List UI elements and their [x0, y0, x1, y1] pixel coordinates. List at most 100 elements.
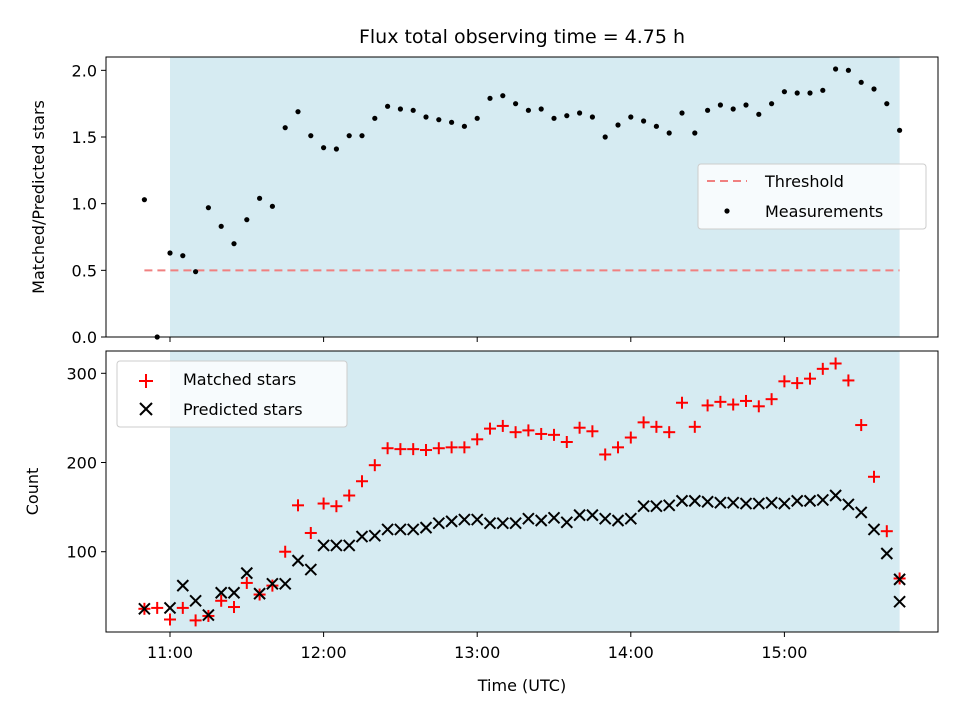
- measurement-point: [897, 127, 903, 133]
- matched-star-point: [266, 579, 279, 592]
- matched-star-point: [496, 419, 509, 432]
- matched-star-point: [560, 435, 573, 448]
- top-legend: Threshold Measurements: [697, 163, 927, 230]
- legend-threshold-label: Threshold: [764, 172, 844, 191]
- matched-star-point: [343, 489, 356, 502]
- bottom-y-tick-label: 100: [66, 543, 97, 562]
- measurement-point: [858, 79, 864, 85]
- predicted-star-point: [355, 530, 369, 543]
- predicted-star-point: [867, 523, 881, 536]
- predicted-star-point: [483, 516, 497, 530]
- predicted-star-point: [650, 500, 663, 513]
- predicted-star-point: [163, 601, 177, 615]
- top-y-tick-label: 1.5: [72, 128, 97, 147]
- measurement-point: [257, 195, 263, 201]
- predicted-star-point: [534, 514, 548, 527]
- matched-star-point: [407, 443, 420, 456]
- predicted-star-point: [509, 516, 522, 530]
- measurement-point: [641, 118, 647, 124]
- predicted-star-point: [637, 500, 650, 513]
- matched-star-point: [471, 433, 484, 446]
- measurement-point: [461, 123, 467, 129]
- matched-star-point: [458, 441, 471, 454]
- matched-star-point: [228, 601, 240, 614]
- predicted-star-point: [522, 512, 535, 525]
- matched-star-point: [573, 421, 586, 434]
- measurement-point: [845, 67, 852, 73]
- matched-star-point: [765, 393, 778, 406]
- measurement-point: [871, 86, 877, 92]
- predicted-star-point: [266, 577, 279, 591]
- predicted-star-point: [560, 516, 574, 529]
- matched-star-point: [240, 576, 253, 589]
- predicted-star-point: [458, 513, 471, 526]
- measurement-point: [602, 134, 608, 140]
- measurement-point: [308, 133, 314, 139]
- predicted-star-point: [496, 516, 510, 530]
- measurement-point: [269, 203, 275, 209]
- matched-star-point: [880, 525, 893, 538]
- predicted-star-point: [419, 521, 433, 534]
- x-tick-label: 13:00: [454, 643, 500, 662]
- predicted-star-point: [406, 523, 420, 536]
- bottom-legend-box: [116, 360, 348, 428]
- bottom-y-tick-label: 300: [66, 364, 97, 383]
- legend-measurements-swatch: [724, 208, 730, 214]
- matched-star-point: [714, 395, 727, 408]
- predicted-star-point: [214, 586, 228, 599]
- measurement-point: [205, 205, 211, 211]
- matched-star-point: [304, 526, 317, 539]
- matched-star-point: [317, 497, 330, 510]
- x-tick-label: 15:00: [761, 643, 807, 662]
- measurement-point: [282, 125, 288, 131]
- top-x-ticks: [169, 337, 785, 342]
- predicted-star-point: [701, 495, 714, 508]
- measurement-point: [551, 115, 557, 121]
- predicted-star-point: [675, 494, 689, 508]
- predicted-star-point: [304, 563, 318, 576]
- top-y-axis-label: Matched/Predicted stars: [29, 100, 48, 294]
- matched-star-point: [189, 614, 202, 627]
- matched-star-point: [279, 545, 292, 558]
- top-plot-frame: [105, 56, 939, 338]
- predicted-star-point: [739, 497, 753, 510]
- predicted-star-point: [752, 497, 766, 510]
- predicted-star-point: [893, 573, 906, 586]
- matched-star-point: [176, 601, 189, 614]
- measurement-point: [820, 87, 826, 93]
- measurement-point: [423, 114, 429, 120]
- x-tick-label: 11:00: [147, 643, 193, 662]
- matched-star-point: [509, 426, 522, 439]
- matched-star-point: [612, 441, 624, 454]
- predicted-star-point: [854, 506, 868, 519]
- measurement-point: [730, 106, 736, 112]
- predicted-star-point: [317, 539, 330, 552]
- predicted-star-point: [893, 595, 906, 608]
- matched-star-point: [778, 375, 791, 388]
- bottom-legend: Matched stars Predicted stars: [116, 360, 348, 428]
- predicted-star-point: [432, 516, 446, 530]
- predicted-star-point: [598, 512, 612, 525]
- predicted-star-point: [547, 511, 561, 525]
- top-panel: 0.00.51.01.52.0 Matched/Predicted stars …: [29, 56, 939, 347]
- measurement-point: [794, 90, 800, 96]
- measurement-point: [397, 106, 403, 112]
- predicted-star-point: [842, 498, 855, 511]
- matched-star-point: [151, 601, 164, 614]
- predicted-star-point: [202, 608, 215, 622]
- matched-star-point: [688, 420, 701, 433]
- top-y-tick-label: 0.5: [72, 261, 97, 280]
- measurement-point: [769, 101, 775, 107]
- chart-title: Flux total observing time = 4.75 h: [359, 26, 685, 48]
- legend-matched-label: Matched stars: [183, 370, 296, 389]
- predicted-star-point: [611, 514, 625, 527]
- bottom-plot-frame: [105, 350, 939, 633]
- predicted-star-point: [342, 539, 356, 552]
- measurement-point: [487, 95, 493, 101]
- predicted-star-point: [394, 523, 407, 536]
- measurement-point: [743, 102, 749, 108]
- matched-star-point: [356, 475, 368, 488]
- matched-star-point: [548, 428, 560, 441]
- top-y-axis: 0.0 0.5 1.0 1.5 2.0: [72, 61, 106, 347]
- predicted-star-point: [816, 493, 830, 507]
